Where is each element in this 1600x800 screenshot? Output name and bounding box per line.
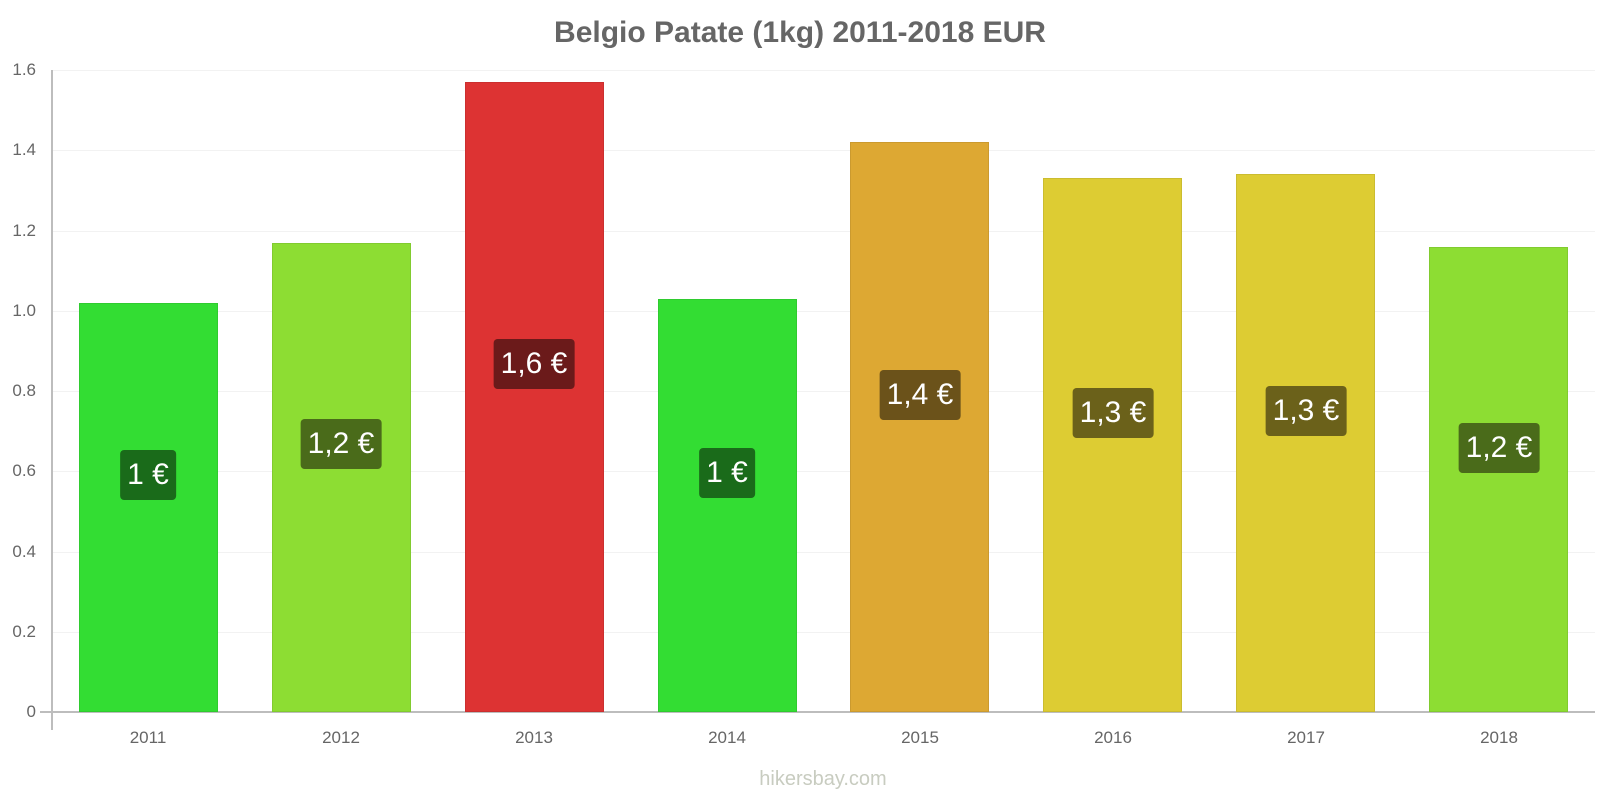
bar-value-label: 1,4 € bbox=[879, 370, 961, 420]
y-tick-label: 0.8 bbox=[12, 381, 36, 400]
x-tick-label: 2014 bbox=[708, 728, 746, 747]
gridline bbox=[52, 471, 1595, 472]
x-tick-label: 2013 bbox=[515, 728, 553, 747]
y-axis-line bbox=[51, 70, 53, 730]
gridline bbox=[52, 391, 1595, 392]
gridline bbox=[52, 150, 1595, 151]
bar-2013[interactable] bbox=[465, 82, 604, 712]
gridline bbox=[52, 231, 1595, 232]
x-tick-label: 2017 bbox=[1287, 728, 1325, 747]
x-tick-label: 2015 bbox=[901, 728, 939, 747]
bar-2011[interactable] bbox=[79, 303, 218, 712]
bar-value-label: 1,6 € bbox=[493, 339, 575, 389]
y-tick-label: 0 bbox=[26, 702, 36, 721]
x-tick-label: 2011 bbox=[129, 728, 167, 747]
y-tick-label: 1.4 bbox=[12, 140, 36, 159]
watermark: hikersbay.com bbox=[759, 768, 887, 790]
bar-value-label: 1 € bbox=[699, 448, 755, 498]
y-tick-label: 0.4 bbox=[12, 542, 36, 561]
bar-value-label: 1,2 € bbox=[1458, 423, 1540, 473]
chart-title: Belgio Patate (1kg) 2011-2018 EUR bbox=[554, 16, 1046, 49]
x-tick-label: 2016 bbox=[1094, 728, 1132, 747]
bar-2018[interactable] bbox=[1429, 247, 1568, 712]
bar-2015[interactable] bbox=[850, 142, 989, 712]
bar-2012[interactable] bbox=[272, 243, 411, 712]
x-tick-label: 2012 bbox=[322, 728, 360, 747]
bar-value-label: 1,3 € bbox=[1072, 388, 1154, 438]
x-tick-label: 2018 bbox=[1480, 728, 1518, 747]
y-tick-label: 1.0 bbox=[12, 301, 36, 320]
bar-value-label: 1,3 € bbox=[1265, 386, 1347, 436]
gridline bbox=[52, 552, 1595, 553]
bar-2014[interactable] bbox=[658, 299, 797, 712]
gridline bbox=[52, 632, 1595, 633]
y-tick-label: 1.6 bbox=[12, 60, 36, 79]
bar-2016[interactable] bbox=[1043, 178, 1182, 712]
gridline bbox=[52, 70, 1595, 71]
y-tick-label: 1.2 bbox=[12, 221, 36, 240]
x-axis-line bbox=[40, 711, 1595, 713]
gridline bbox=[52, 311, 1595, 312]
y-tick-label: 0.6 bbox=[12, 461, 36, 480]
bar-2017[interactable] bbox=[1236, 174, 1375, 712]
y-tick-label: 0.2 bbox=[12, 622, 36, 641]
bar-value-label: 1,2 € bbox=[300, 419, 382, 469]
bar-value-label: 1 € bbox=[120, 450, 176, 500]
